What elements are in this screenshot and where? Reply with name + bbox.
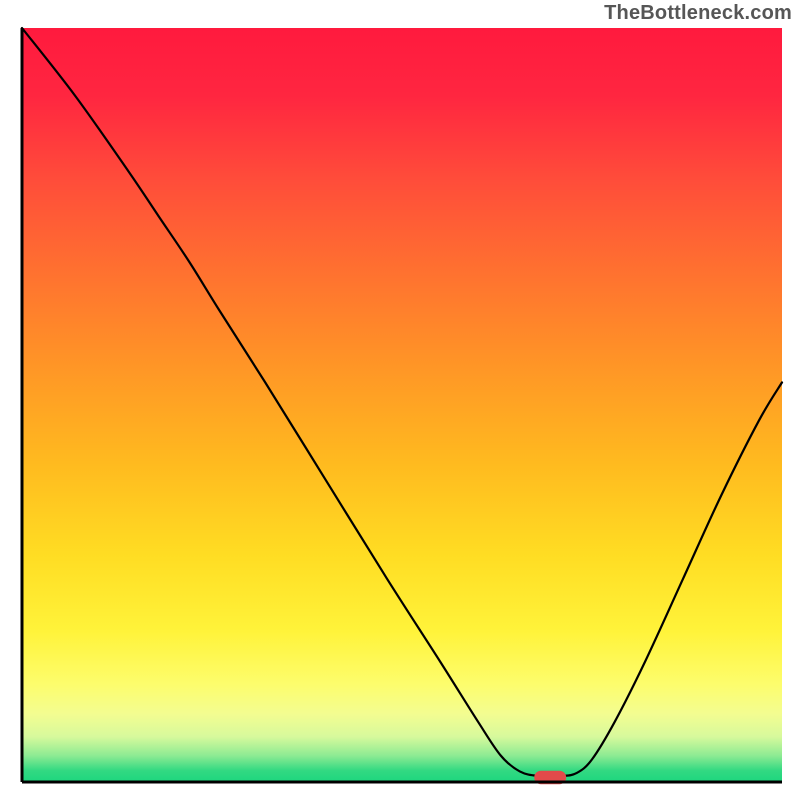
bottleneck-curve-chart <box>0 0 800 800</box>
gradient-background <box>22 28 782 782</box>
chart-container: TheBottleneck.com <box>0 0 800 800</box>
